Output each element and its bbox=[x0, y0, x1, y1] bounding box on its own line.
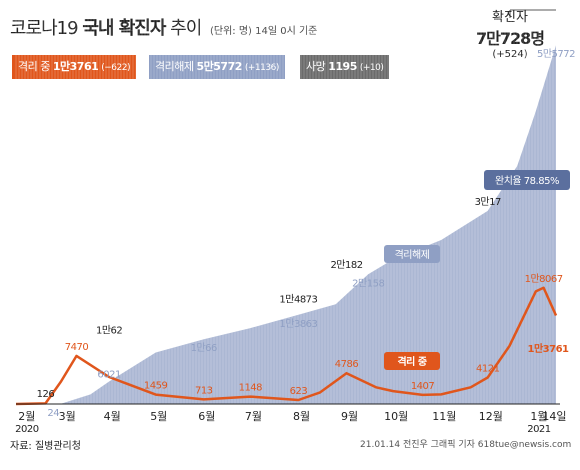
data-label: 3만17 bbox=[475, 196, 501, 208]
data-label: 4786 bbox=[335, 359, 359, 370]
data-label: 1만62 bbox=[96, 324, 122, 336]
title-bold: 국내 확진자 bbox=[82, 18, 166, 39]
x-tick-label: 1월 bbox=[530, 410, 547, 423]
legend-released: 격리해제 5만5772 (+1136) bbox=[149, 55, 285, 79]
title-suffix: 추이 bbox=[170, 18, 202, 39]
data-label: 713 bbox=[195, 385, 213, 396]
year-label: 2021 bbox=[527, 424, 551, 435]
x-tick-label: 8월 bbox=[293, 410, 310, 423]
data-label: 7470 bbox=[65, 342, 89, 353]
chart-subtitle: (단위: 명) 14일 0시 기준 bbox=[210, 26, 318, 37]
x-tick-label: 3월 bbox=[59, 410, 76, 423]
x-tick-label: 5월 bbox=[150, 410, 167, 423]
data-label: 1407 bbox=[411, 381, 435, 392]
data-label: 1459 bbox=[144, 381, 168, 392]
data-label: 1만8067 bbox=[525, 273, 563, 285]
active-callout-text: 격리 중 bbox=[397, 355, 426, 368]
legend-released-change: (+1136) bbox=[244, 63, 279, 73]
data-label: 5만5772 bbox=[537, 48, 575, 60]
credit-note: 21.01.14 전진우 그래픽 기자 618tue@newsis.com bbox=[360, 440, 572, 450]
data-label: 1만4873 bbox=[279, 293, 317, 305]
data-label: 24 bbox=[47, 408, 59, 419]
source-note: 자료: 질병관리청 bbox=[10, 441, 81, 452]
x-tick-label: 10월 bbox=[384, 410, 408, 423]
legend-death-label: 사망 bbox=[306, 60, 326, 73]
x-tick-label: 14일 bbox=[542, 409, 566, 423]
x-tick-label: 11월 bbox=[432, 410, 456, 423]
legend-death-value: 1195 bbox=[328, 60, 357, 73]
chart-title: 코로나19 국내 확진자 추이 (단위: 명) 14일 0시 기준 bbox=[10, 14, 317, 40]
x-tick-label: 2월 bbox=[18, 410, 35, 423]
data-label: 2만182 bbox=[330, 259, 362, 271]
year-label: 2020 bbox=[15, 424, 39, 435]
released-callout-box bbox=[384, 245, 440, 263]
series-active-line bbox=[15, 286, 558, 406]
legend-death-change: (+10) bbox=[359, 63, 384, 73]
x-tick-label: 12월 bbox=[479, 410, 503, 423]
legend-active-change: (−622) bbox=[101, 63, 130, 73]
active-current-label: 1만3761 bbox=[528, 342, 570, 355]
total-change: (+524) bbox=[492, 49, 528, 60]
data-label: 623 bbox=[290, 386, 308, 397]
recovery-rate-box bbox=[484, 170, 570, 190]
legend-active: 격리 중 1만3761 (−622) bbox=[12, 55, 136, 79]
data-label: 1만66 bbox=[191, 342, 217, 354]
legend-active-value: 1만3761 bbox=[52, 60, 99, 73]
total-value: 7만728명 bbox=[476, 29, 545, 48]
data-label: 126 bbox=[37, 389, 55, 400]
data-label: 6021 bbox=[97, 369, 121, 380]
title-prefix: 코로나19 bbox=[10, 18, 79, 39]
data-label: 2만158 bbox=[352, 277, 384, 289]
data-label: 1148 bbox=[239, 383, 263, 394]
released-callout-text: 격리해제 bbox=[395, 248, 430, 261]
x-tick-label: 7월 bbox=[245, 410, 262, 423]
x-tick-label: 4월 bbox=[104, 410, 121, 423]
data-label: 4121 bbox=[476, 363, 500, 374]
legend-active-label: 격리 중 bbox=[18, 60, 50, 73]
active-callout-box bbox=[384, 352, 440, 370]
recovery-rate-text: 완치율 78.85% bbox=[495, 175, 559, 187]
series-released-area bbox=[16, 45, 556, 404]
x-tick-label: 6월 bbox=[198, 410, 215, 423]
x-tick-label: 9월 bbox=[341, 410, 358, 423]
data-label: 1만3863 bbox=[279, 318, 317, 330]
legend-released-value: 5만5772 bbox=[196, 60, 242, 73]
legend-death: 사망 1195 (+10) bbox=[300, 55, 390, 79]
legend-released-label: 격리해제 bbox=[155, 60, 194, 73]
